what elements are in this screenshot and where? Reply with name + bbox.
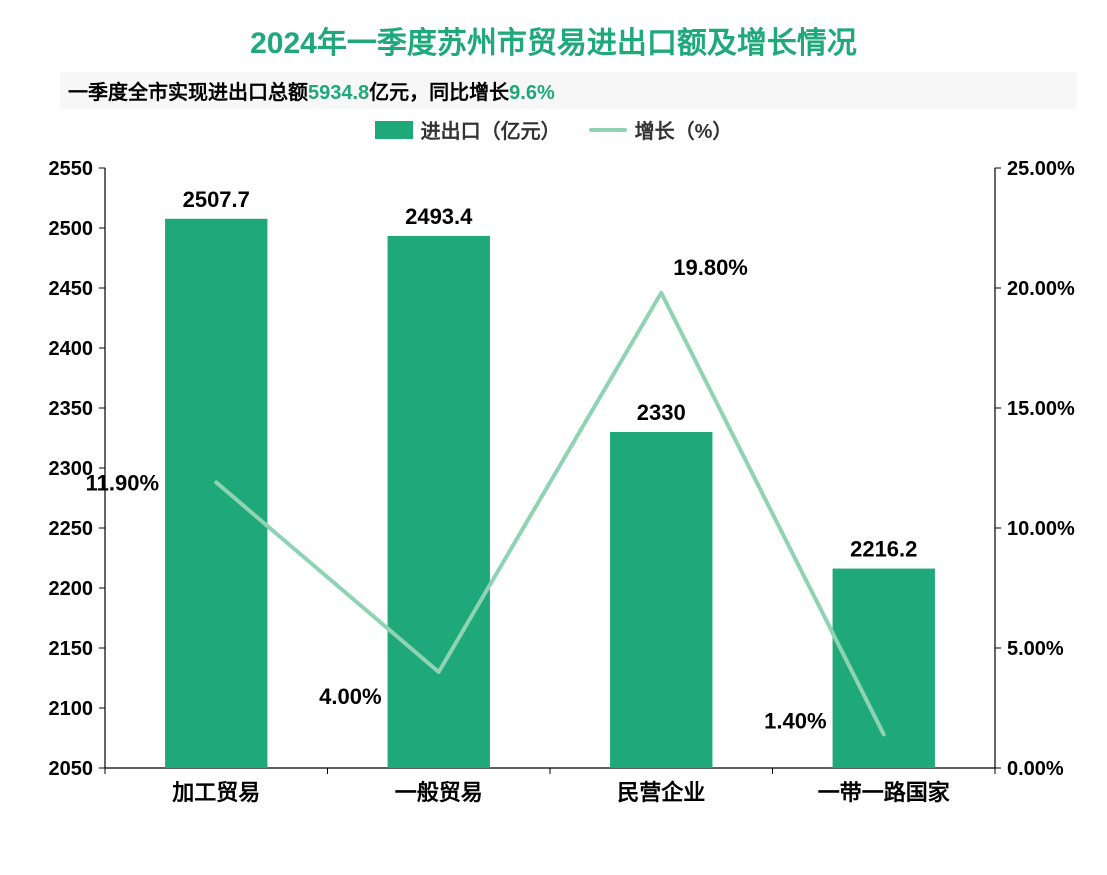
legend-line-label: 增长（%） [635,115,733,144]
growth-value-label: 4.00% [319,684,381,709]
legend-line: 增长（%） [589,115,733,144]
chart-title: 2024年一季度苏州市贸易进出口额及增长情况 [30,18,1077,62]
bar-value-label: 2493.4 [405,204,473,229]
y-left-tick: 2450 [49,278,94,300]
growth-value-label: 11.90% [86,470,159,495]
y-left-tick: 2400 [49,338,94,360]
bar-value-label: 2330 [637,400,686,425]
y-left-tick: 2350 [49,398,94,420]
subtitle-mid: 亿元，同比增长 [369,82,509,104]
bar-swatch-icon [375,121,413,139]
y-left-tick: 2150 [49,638,94,660]
growth-value-label: 19.80% [673,255,748,280]
y-left-tick: 2200 [49,578,94,600]
legend-bar: 进出口（亿元） [375,115,561,144]
y-right-tick: 15.00% [1007,398,1075,420]
category-label: 加工贸易 [171,780,260,805]
y-left-tick: 2250 [49,518,94,540]
bar [388,236,490,768]
subtitle-value2: 9.6% [509,82,555,104]
y-right-tick: 20.00% [1007,278,1075,300]
y-right-tick: 25.00% [1007,158,1075,180]
category-label: 一带一路国家 [818,780,951,805]
chart-svg: 2050210021502200225023002350240024502500… [30,156,1077,836]
category-label: 一般贸易 [395,780,483,805]
legend: 进出口（亿元） 增长（%） [30,115,1077,144]
y-left-tick: 2100 [49,698,94,720]
y-left-tick: 2500 [49,218,94,240]
bar-value-label: 2216.2 [850,537,917,562]
subtitle-value1: 5934.8 [308,82,369,104]
growth-value-label: 1.40% [764,708,826,733]
chart-plot: 2050210021502200225023002350240024502500… [30,156,1077,855]
bar [610,432,712,768]
bar [165,219,267,768]
legend-bar-label: 进出口（亿元） [421,115,561,144]
y-right-tick: 10.00% [1007,518,1075,540]
y-right-tick: 0.00% [1007,758,1064,780]
y-left-tick: 2550 [49,158,94,180]
chart-subtitle: 一季度全市实现进出口总额5934.8亿元，同比增长9.6% [60,72,1077,109]
growth-line [216,293,884,735]
y-left-tick: 2050 [49,758,94,780]
bar [833,569,935,768]
chart-container: 2024年一季度苏州市贸易进出口额及增长情况 一季度全市实现进出口总额5934.… [0,0,1107,875]
bar-value-label: 2507.7 [183,187,250,212]
line-swatch-icon [589,128,627,132]
y-right-tick: 5.00% [1007,638,1064,660]
subtitle-prefix: 一季度全市实现进出口总额 [68,82,308,104]
category-label: 民营企业 [617,780,705,805]
